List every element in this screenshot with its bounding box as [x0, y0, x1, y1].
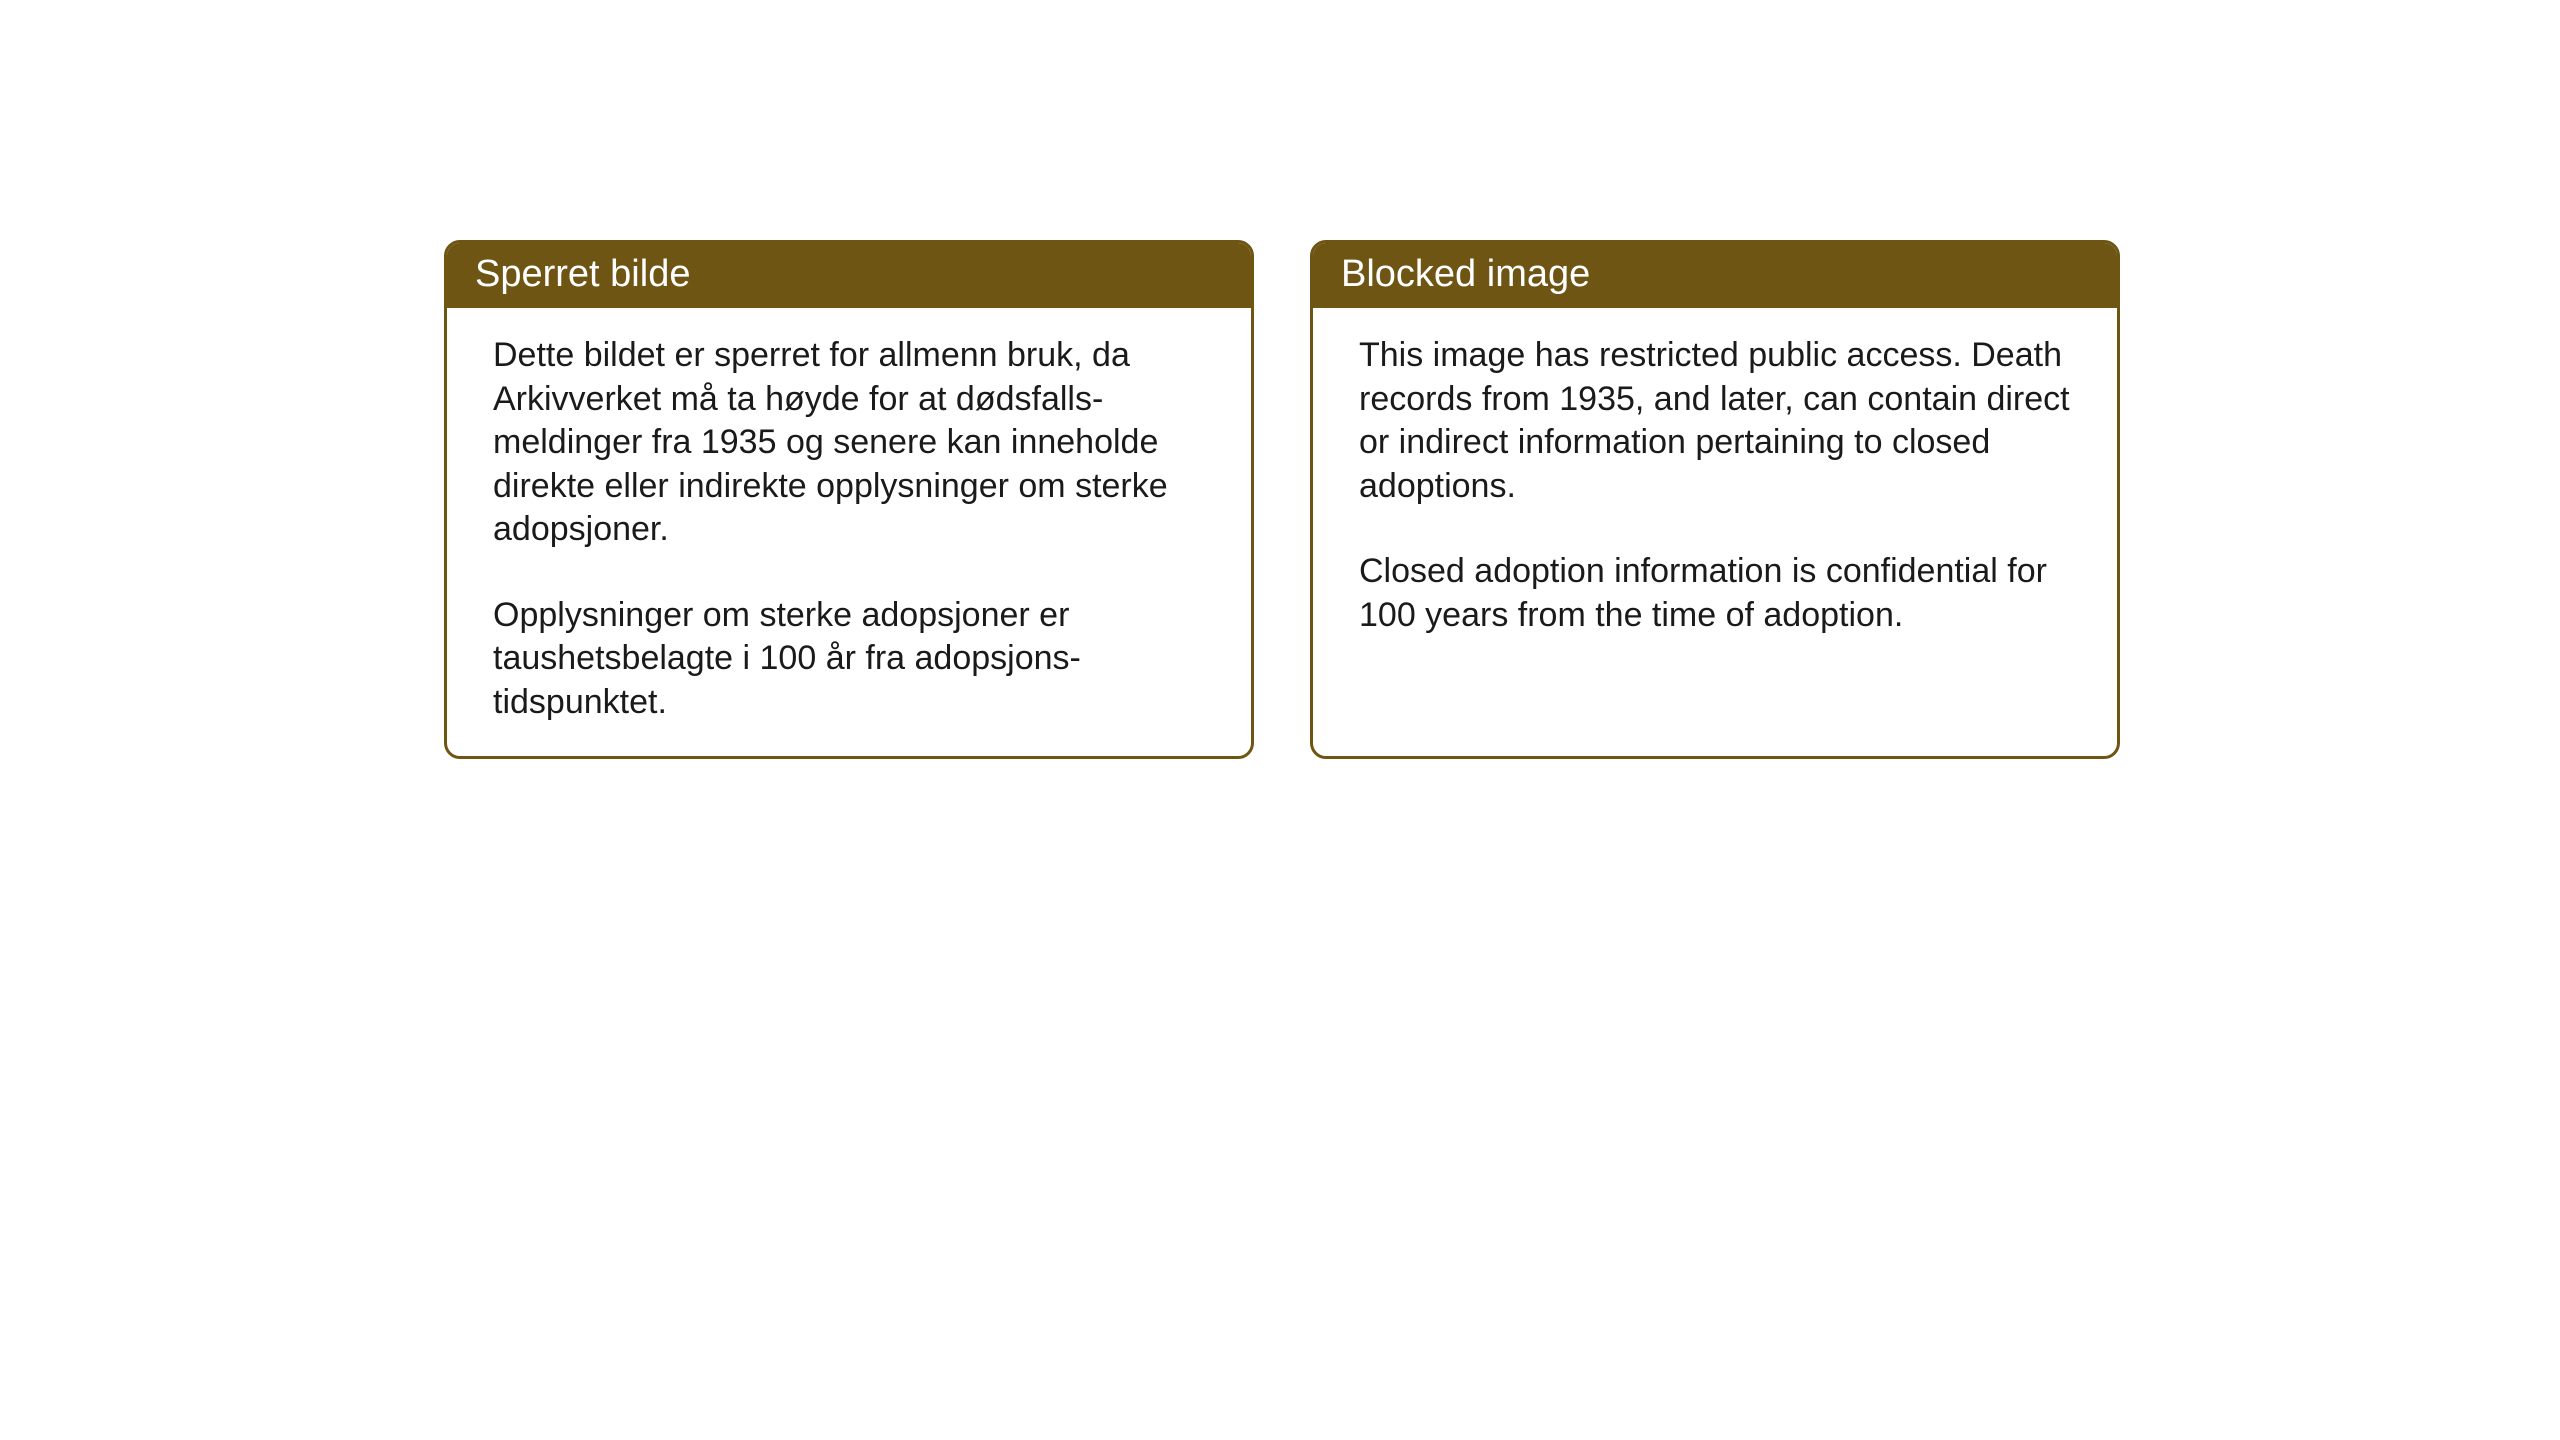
notice-body-english: This image has restricted public access.…	[1313, 308, 2117, 718]
notice-header-english: Blocked image	[1313, 243, 2117, 308]
notice-header-norwegian: Sperret bilde	[447, 243, 1251, 308]
notice-paragraph: Opplysninger om sterke adopsjoner er tau…	[493, 594, 1209, 725]
notice-paragraph: This image has restricted public access.…	[1359, 334, 2075, 508]
notice-container: Sperret bilde Dette bildet er sperret fo…	[444, 240, 2120, 759]
notice-body-norwegian: Dette bildet er sperret for allmenn bruk…	[447, 308, 1251, 756]
notice-box-english: Blocked image This image has restricted …	[1310, 240, 2120, 759]
notice-box-norwegian: Sperret bilde Dette bildet er sperret fo…	[444, 240, 1254, 759]
notice-paragraph: Dette bildet er sperret for allmenn bruk…	[493, 334, 1209, 552]
notice-paragraph: Closed adoption information is confident…	[1359, 550, 2075, 637]
